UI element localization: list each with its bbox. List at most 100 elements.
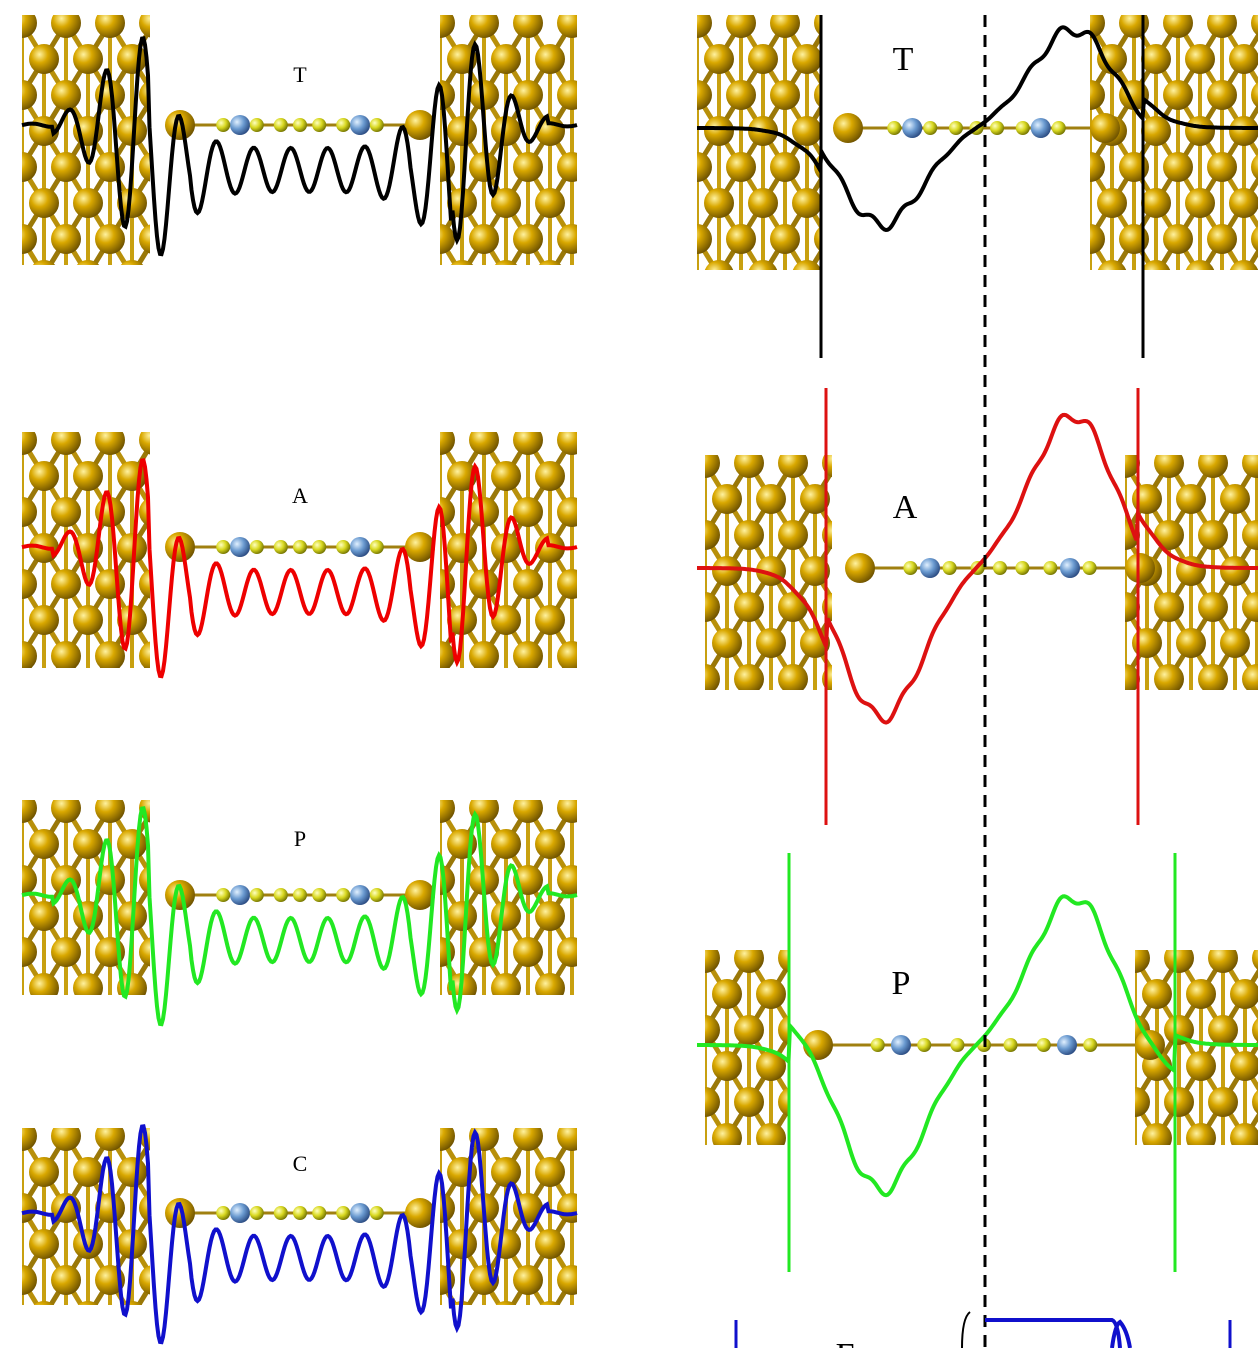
atom bbox=[29, 461, 59, 491]
bond bbox=[22, 692, 44, 728]
atom bbox=[792, 116, 822, 146]
atom bbox=[601, 1265, 631, 1295]
bond bbox=[727, 1174, 749, 1210]
bond bbox=[851, 59, 873, 95]
bond bbox=[815, 1138, 837, 1174]
atom bbox=[1141, 260, 1171, 290]
bond bbox=[616, 584, 638, 620]
atom bbox=[1220, 628, 1250, 658]
bond bbox=[0, 1208, 22, 1244]
atom bbox=[1141, 188, 1171, 218]
bond bbox=[154, 23, 176, 59]
atom bbox=[513, 1009, 543, 1039]
atom bbox=[623, 116, 653, 146]
atom bbox=[1230, 1051, 1258, 1081]
atom bbox=[370, 888, 384, 902]
atom bbox=[712, 700, 742, 730]
atom bbox=[95, 425, 125, 455]
atom bbox=[230, 115, 250, 135]
atom bbox=[425, 8, 455, 38]
atom bbox=[1110, 664, 1140, 694]
bond bbox=[0, 880, 22, 916]
atom bbox=[1090, 113, 1120, 143]
atom bbox=[425, 641, 455, 671]
atom bbox=[73, 260, 103, 290]
atom bbox=[293, 888, 307, 902]
atom bbox=[513, 8, 543, 38]
bond bbox=[638, 59, 660, 95]
atom bbox=[7, 1009, 37, 1039]
atom bbox=[1251, 224, 1258, 254]
panel-label: T bbox=[293, 62, 307, 87]
bond bbox=[154, 808, 176, 844]
bond bbox=[616, 1316, 638, 1348]
bond bbox=[594, 916, 616, 952]
bond bbox=[683, 1174, 705, 1210]
atom bbox=[726, 224, 756, 254]
atom bbox=[1207, 152, 1237, 182]
atom bbox=[350, 537, 370, 557]
bond bbox=[771, 715, 793, 751]
bond bbox=[484, 1024, 506, 1060]
atom bbox=[29, 605, 59, 635]
atom bbox=[469, 425, 499, 455]
atom bbox=[1075, 80, 1105, 110]
bond bbox=[0, 656, 22, 692]
atom bbox=[1198, 664, 1228, 694]
atom bbox=[1120, 1159, 1150, 1189]
atom bbox=[704, 116, 734, 146]
atom bbox=[923, 121, 937, 135]
curve bbox=[697, 27, 1258, 230]
atom bbox=[726, 152, 756, 182]
atom bbox=[230, 885, 250, 905]
atom bbox=[7, 569, 37, 599]
bond bbox=[793, 1102, 815, 1138]
bond bbox=[528, 692, 550, 728]
bond bbox=[418, 656, 440, 692]
bond bbox=[440, 692, 462, 728]
atom bbox=[601, 865, 631, 895]
atom bbox=[350, 885, 370, 905]
bond bbox=[0, 440, 22, 476]
atom bbox=[557, 1121, 587, 1151]
bond bbox=[88, 1316, 110, 1348]
atom bbox=[1015, 561, 1029, 575]
atom bbox=[293, 118, 307, 132]
bond bbox=[638, 476, 660, 512]
atom bbox=[601, 152, 631, 182]
bond bbox=[616, 1024, 638, 1060]
atom bbox=[844, 628, 874, 658]
bond bbox=[176, 844, 198, 880]
bond bbox=[616, 167, 638, 203]
atom bbox=[579, 1301, 609, 1331]
atom bbox=[73, 973, 103, 1003]
atom bbox=[734, 943, 764, 973]
atom bbox=[1230, 979, 1258, 1009]
bond bbox=[594, 239, 616, 275]
atom bbox=[535, 677, 565, 707]
bond bbox=[638, 1172, 660, 1208]
bond bbox=[594, 476, 616, 512]
bond bbox=[44, 692, 66, 728]
atom bbox=[682, 224, 712, 254]
bond bbox=[1156, 275, 1178, 311]
atom bbox=[557, 865, 587, 895]
atom bbox=[601, 224, 631, 254]
bond bbox=[1068, 239, 1090, 275]
atom bbox=[535, 44, 565, 74]
atom bbox=[447, 260, 477, 290]
atom bbox=[535, 1157, 565, 1187]
atom bbox=[73, 829, 103, 859]
atom bbox=[139, 425, 169, 455]
bond bbox=[528, 1316, 550, 1348]
atom bbox=[216, 888, 230, 902]
atom bbox=[690, 943, 720, 973]
bond bbox=[484, 692, 506, 728]
atom bbox=[95, 793, 125, 823]
bond bbox=[1213, 715, 1235, 751]
bond bbox=[418, 440, 440, 476]
bond bbox=[638, 988, 660, 1024]
bond bbox=[418, 1136, 440, 1172]
bond bbox=[0, 1280, 22, 1316]
atom bbox=[535, 461, 565, 491]
